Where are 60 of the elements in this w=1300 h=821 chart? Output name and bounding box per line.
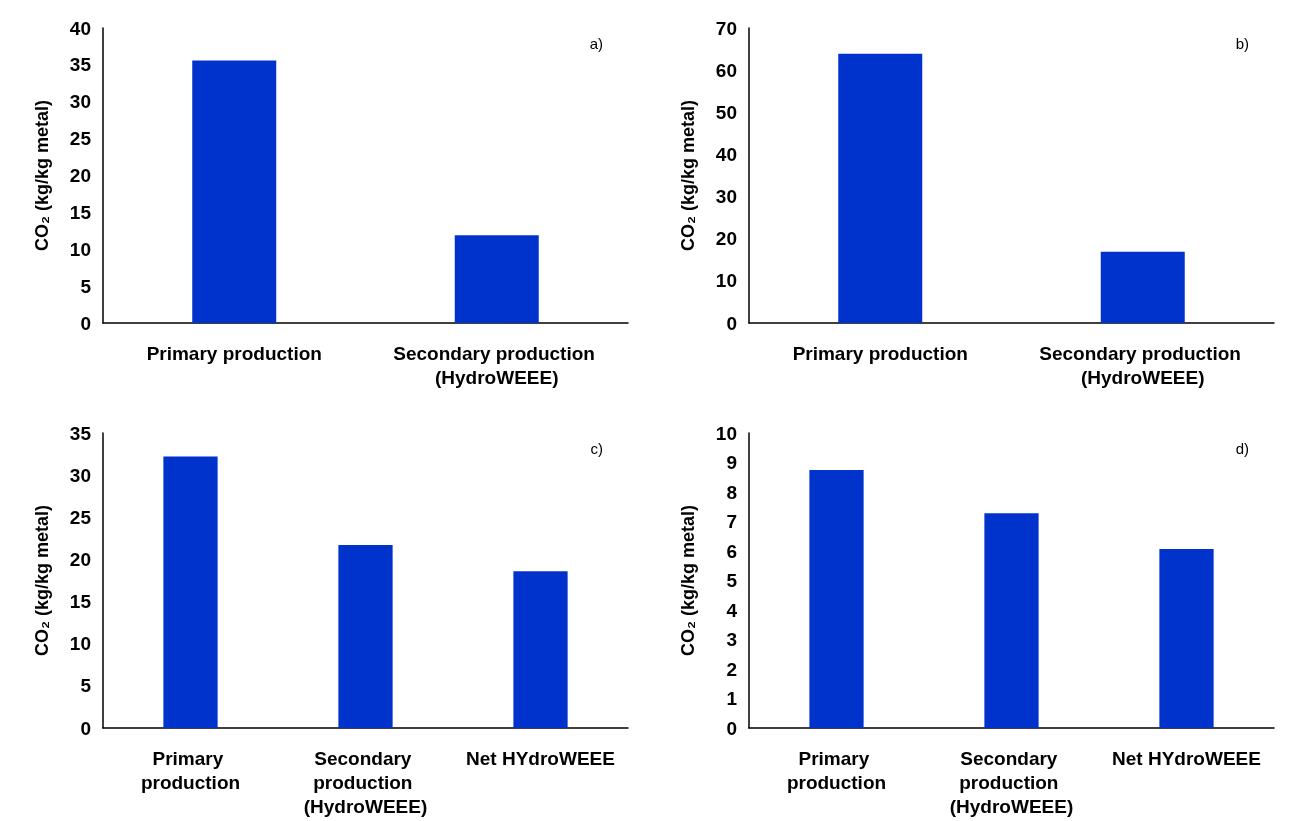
y-tick-label: 20 xyxy=(69,165,91,186)
y-tick-label: 2 xyxy=(726,658,737,680)
y-tick-label: 25 xyxy=(69,506,92,528)
y-tick-label: 5 xyxy=(80,275,92,297)
x-tick-label: Secondary production (HydroWEEE) xyxy=(949,747,1074,817)
y-tick-label: 20 xyxy=(715,228,737,250)
y-axis-title: CO₂ (kg/kg metal) xyxy=(32,504,52,657)
y-tick-label: 8 xyxy=(726,481,737,503)
y-tick-label: 25 xyxy=(69,128,92,150)
y-tick-label: 15 xyxy=(69,201,92,223)
y-tick-label: 20 xyxy=(69,548,91,570)
x-tick-label: Secondary production (HydroWEEE) xyxy=(1039,342,1247,388)
x-tick-label: Primary production xyxy=(140,747,241,793)
y-tick-label: 0 xyxy=(726,717,737,739)
y-axis-title: CO₂ (kg/kg metal) xyxy=(678,504,698,657)
y-tick-label: 35 xyxy=(69,54,92,76)
y-tick-label: 6 xyxy=(726,540,737,562)
x-tick-label: Net HYdroWEEE xyxy=(466,747,615,769)
x-tick-label: Net HYdroWEEE xyxy=(1112,747,1261,769)
y-tick-label: 5 xyxy=(726,570,738,591)
y-tick-label: 40 xyxy=(69,17,91,39)
bar xyxy=(513,571,568,728)
bar xyxy=(338,545,393,728)
annotation: d) xyxy=(1235,440,1250,457)
bar xyxy=(984,513,1039,728)
y-axis-title: CO₂ (kg/kg metal) xyxy=(32,99,52,252)
y-tick-label: 4 xyxy=(726,599,738,621)
x-tick-label: Secondary production (HydroWEEE) xyxy=(393,342,601,388)
x-tick-label: Secondary production (HydroWEEE) xyxy=(303,747,428,817)
x-tick-label: Primary production xyxy=(786,747,887,793)
y-tick-label: 10 xyxy=(69,238,91,260)
y-tick-label: 10 xyxy=(69,633,91,655)
bar xyxy=(1159,548,1214,728)
y-tick-label: 10 xyxy=(715,270,737,292)
annotation: c) xyxy=(590,440,603,457)
y-tick-label: 30 xyxy=(715,186,737,208)
y-tick-label: 30 xyxy=(69,91,91,113)
annotation: b) xyxy=(1235,35,1250,52)
y-tick-label: 60 xyxy=(715,59,737,81)
y-tick-label: 0 xyxy=(726,312,737,334)
y-tick-label: 0 xyxy=(80,717,91,739)
y-tick-label: 70 xyxy=(715,17,737,39)
y-tick-label: 0 xyxy=(80,312,91,334)
y-tick-label: 35 xyxy=(69,422,92,444)
y-tick-label: 7 xyxy=(726,511,737,532)
y-tick-label: 5 xyxy=(80,675,92,697)
y-tick-label: 30 xyxy=(69,464,91,486)
y-tick-label: 15 xyxy=(69,591,92,613)
y-tick-label: 3 xyxy=(726,629,737,650)
annotation: a) xyxy=(589,35,604,52)
bar xyxy=(163,456,218,728)
y-tick-label: 40 xyxy=(715,143,737,165)
y-tick-label: 9 xyxy=(726,452,737,473)
y-tick-label: 1 xyxy=(726,688,738,709)
bar xyxy=(809,469,864,728)
y-tick-label: 10 xyxy=(715,422,737,444)
x-tick-label: Primary production xyxy=(146,342,322,364)
y-tick-label: 50 xyxy=(715,101,737,123)
x-tick-label: Primary production xyxy=(792,342,968,364)
y-axis-title: CO₂ (kg/kg metal) xyxy=(678,99,698,252)
